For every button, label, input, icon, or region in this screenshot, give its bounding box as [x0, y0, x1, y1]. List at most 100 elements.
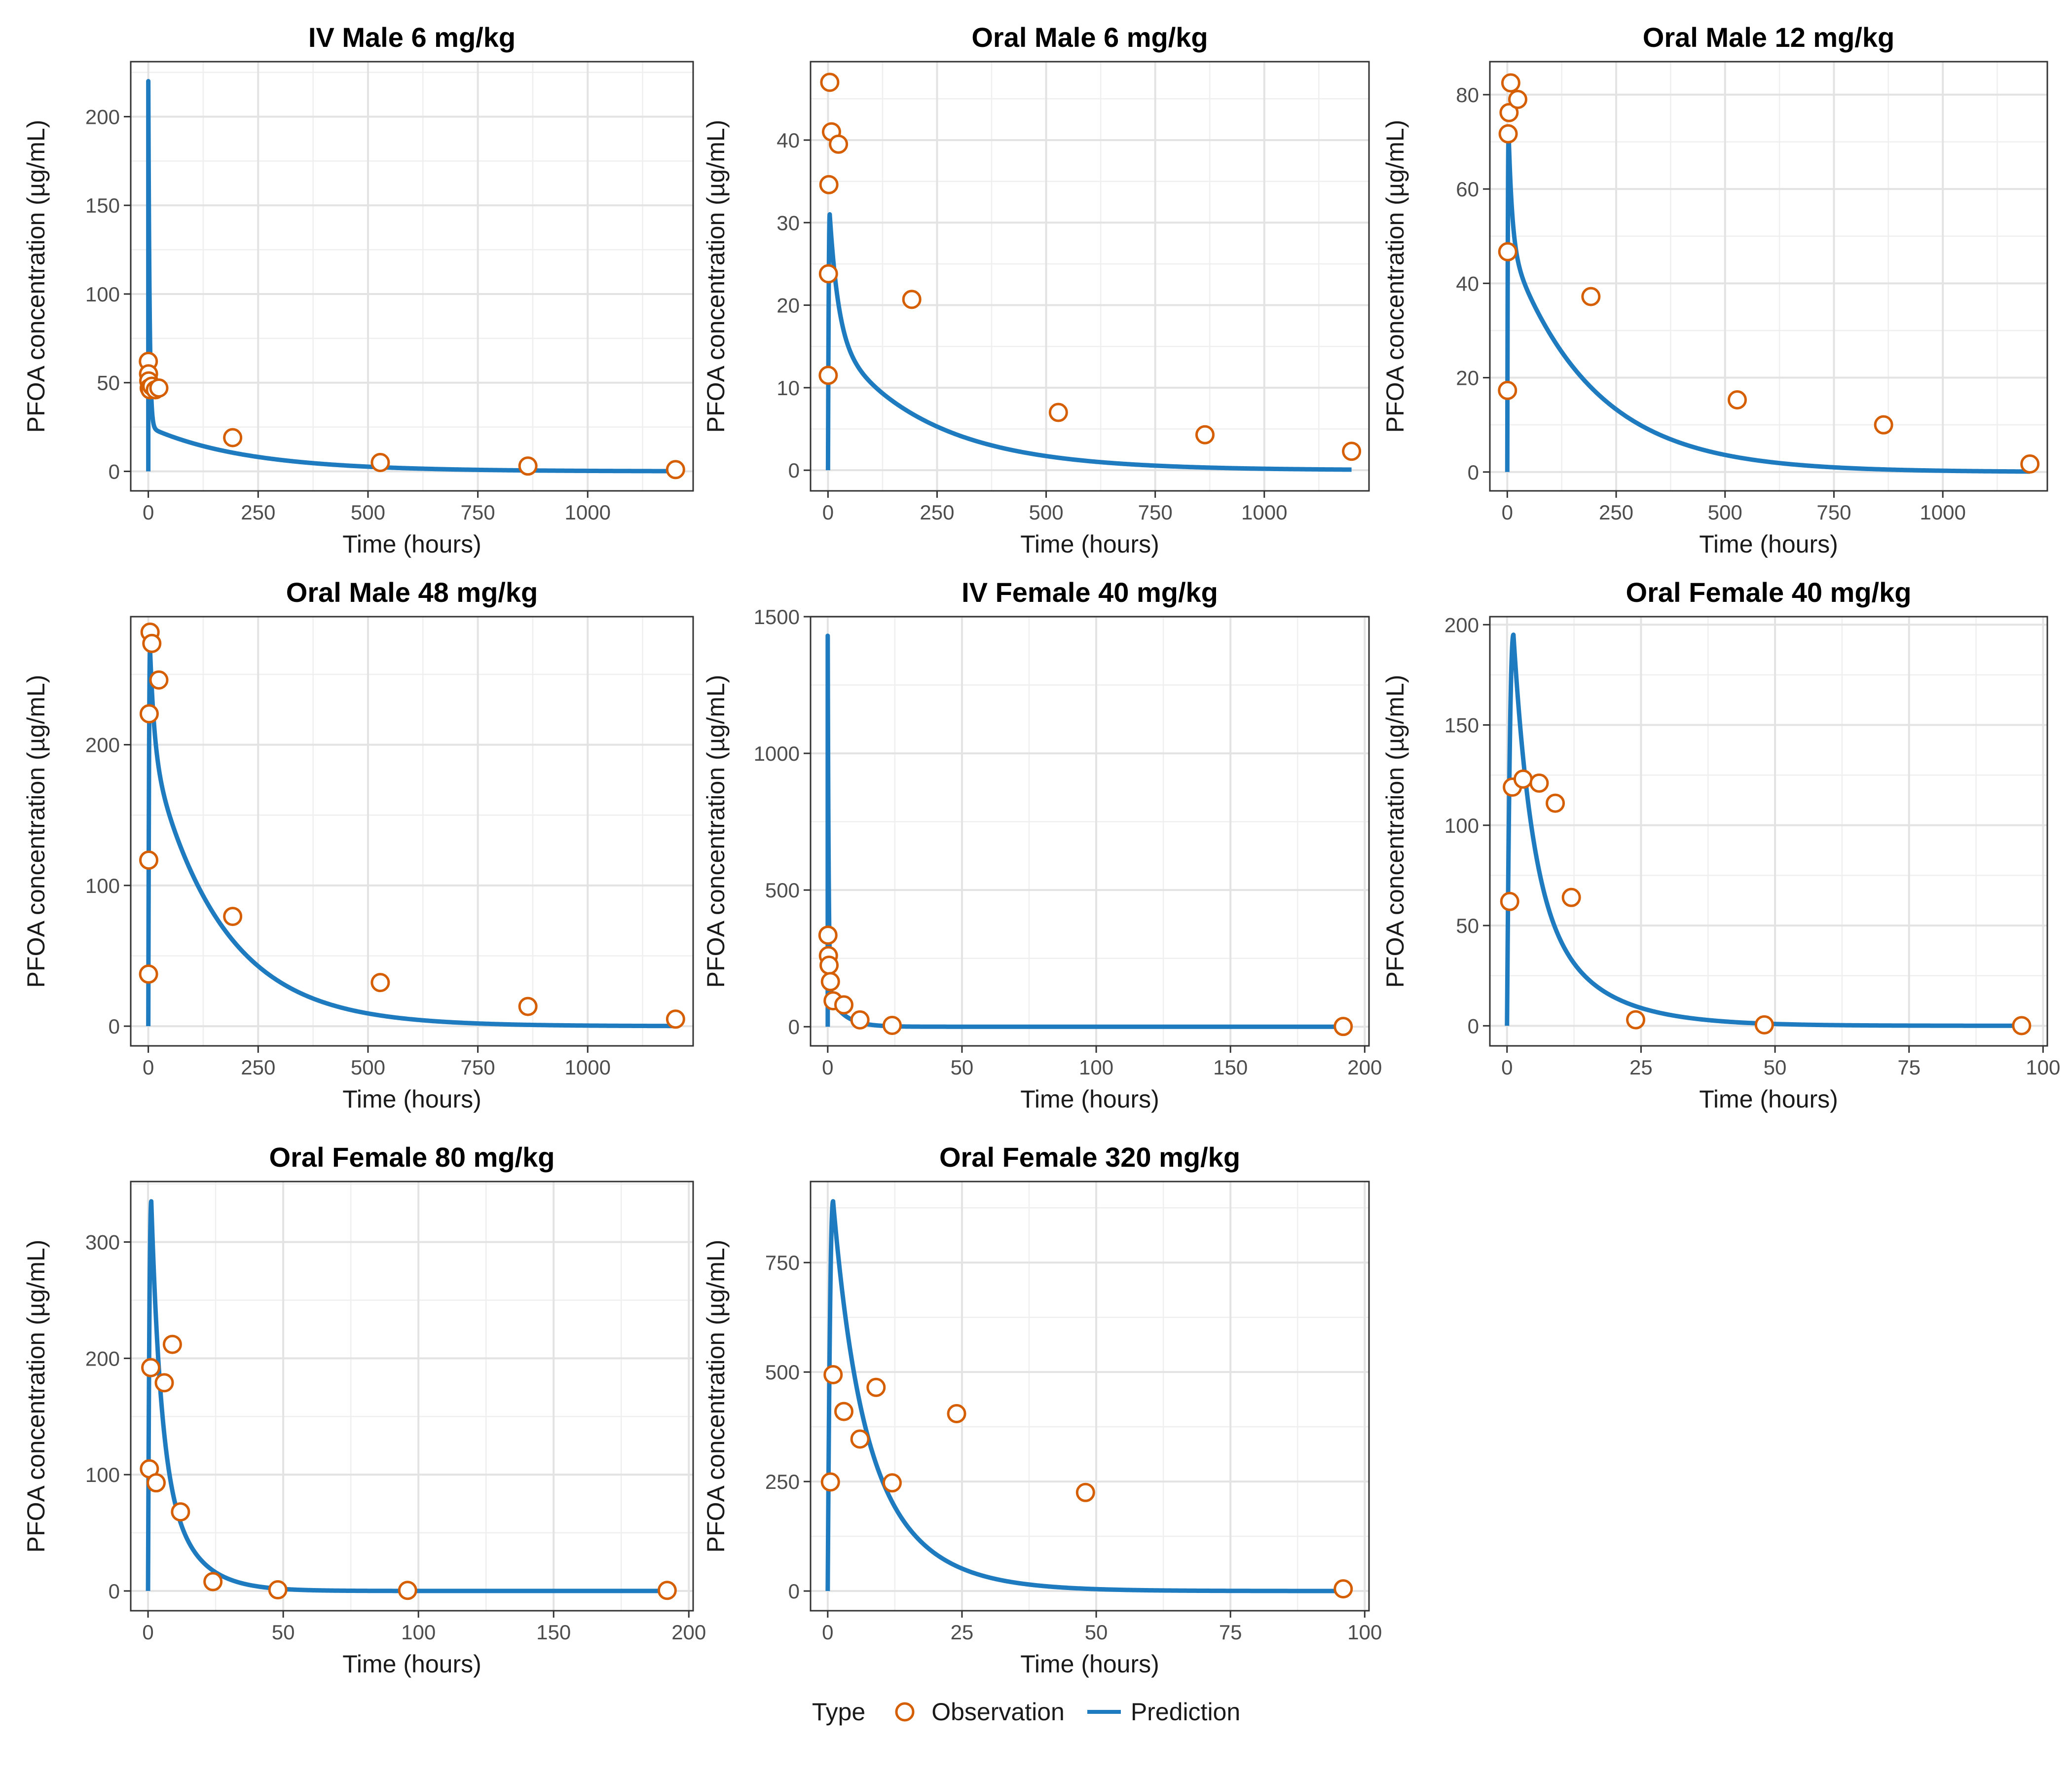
y-tick-label: 150 [85, 194, 120, 217]
observation-point [518, 997, 538, 1016]
chart-panel: 0 250 500 750 1000 0 20 40 60 80 Oral Male 12 mg/k… [1381, 22, 2048, 558]
chart-panel: 0 50 100 150 200 0 100 200 300 Oral Female 80 mg/… [22, 1142, 706, 1678]
observation-point [657, 1581, 677, 1600]
chart-title: IV Female 40 mg/kg [962, 577, 1218, 608]
observation-point [818, 925, 838, 945]
observation-point [518, 456, 538, 476]
x-tick-label: 0 [822, 1056, 833, 1079]
y-tick-label: 0 [788, 1015, 800, 1038]
observation-point [142, 633, 162, 653]
observation-point [882, 1015, 902, 1035]
x-tick-label: 150 [1213, 1056, 1248, 1079]
x-tick-label: 0 [822, 1621, 833, 1644]
observation-point [1508, 89, 1527, 109]
x-tick-label: 0 [142, 1621, 153, 1644]
chart-panel: 0 25 50 75 100 0 50 100 150 200 Oral Female 40 mg/… [1381, 577, 2060, 1113]
y-tick-label: 100 [85, 874, 120, 897]
observation-point [834, 1402, 853, 1421]
panel-border [1489, 61, 2048, 492]
observation-point [820, 73, 840, 92]
chart-panel: 0 250 500 750 1000 0 10 20 30 40 Oral Male 6 mg/kg… [702, 22, 1370, 558]
x-tick-label: 1000 [1920, 501, 1965, 524]
observation-point [1513, 769, 1533, 789]
observation-point [1727, 390, 1747, 409]
x-tick-label: 0 [1501, 1056, 1513, 1079]
chart-title: Oral Male 48 mg/kg [286, 577, 538, 608]
y-tick-label: 300 [85, 1231, 120, 1254]
observation-point [1501, 73, 1520, 93]
y-tick-label: 0 [788, 1580, 800, 1603]
observation-point [882, 1473, 902, 1493]
observation-point [820, 972, 840, 992]
x-tick-label: 100 [1079, 1056, 1113, 1079]
chart-panel: 0 250 500 750 1000 0 100 200 Oral Male 48 mg/kg T… [22, 577, 694, 1113]
y-tick-label: 1500 [754, 605, 800, 629]
observation-point [818, 366, 838, 385]
observation-point [139, 704, 159, 724]
y-tick-label: 20 [777, 294, 800, 317]
x-tick-label: 1000 [565, 1056, 611, 1079]
x-tick-label: 500 [1708, 501, 1742, 524]
x-tick-label: 250 [920, 501, 954, 524]
y-tick-label: 250 [765, 1470, 800, 1493]
observation-point [1342, 442, 1362, 461]
x-tick-label: 750 [461, 501, 495, 524]
prediction-line [146, 1199, 668, 1593]
observation-point [1561, 888, 1581, 907]
x-axis-label: Time (hours) [1699, 530, 1838, 558]
x-tick-label: 200 [1347, 1056, 1382, 1079]
y-tick-label: 1000 [754, 742, 800, 765]
observation-point [1754, 1015, 1774, 1035]
y-tick-label: 150 [1444, 714, 1479, 737]
y-tick-label: 0 [109, 1015, 120, 1038]
panel-border [810, 61, 1370, 492]
y-tick-label: 80 [1456, 83, 1479, 107]
y-tick-label: 10 [777, 376, 800, 400]
observation-point [823, 1365, 843, 1384]
x-tick-label: 0 [143, 1056, 154, 1079]
y-tick-label: 40 [1456, 272, 1479, 295]
x-tick-label: 200 [671, 1621, 706, 1644]
x-tick-label: 750 [1816, 501, 1851, 524]
observation-point [223, 428, 243, 447]
observation-point [1498, 124, 1518, 144]
chart-title: Oral Male 12 mg/kg [1643, 22, 1894, 53]
y-axis-label: PFOA concentration (µg/mL) [22, 1240, 50, 1553]
x-tick-label: 150 [536, 1621, 571, 1644]
observation-point [1498, 242, 1517, 261]
x-tick-label: 50 [951, 1056, 974, 1079]
y-tick-label: 100 [85, 1463, 120, 1486]
x-tick-label: 500 [351, 1056, 385, 1079]
y-tick-label: 500 [765, 1361, 800, 1384]
y-tick-label: 100 [85, 283, 120, 306]
observation-point [1333, 1017, 1353, 1036]
y-tick-label: 0 [1468, 461, 1479, 484]
y-tick-label: 200 [85, 734, 120, 757]
observation-point [1626, 1010, 1646, 1030]
y-axis-label: PFOA concentration (µg/mL) [702, 1240, 730, 1553]
chart-title: Oral Female 40 mg/kg [1626, 577, 1912, 608]
observation-point [1075, 1482, 1095, 1502]
x-axis-label: Time (hours) [342, 530, 481, 558]
x-axis-label: Time (hours) [1020, 530, 1159, 558]
x-tick-label: 1000 [1241, 501, 1287, 524]
chart-panel: 0 25 50 75 100 0 250 500 750 Oral Female 320 mg/k… [702, 1142, 1382, 1678]
observation-point [866, 1377, 886, 1397]
observation-point [1195, 425, 1215, 444]
prediction-line [146, 647, 676, 1029]
x-axis-label: Time (hours) [342, 1085, 481, 1113]
y-axis-label: PFOA concentration (µg/mL) [1381, 120, 1409, 433]
observation-point [1529, 773, 1549, 793]
panel-border [130, 1181, 694, 1612]
legend-label-prediction: Prediction [1130, 1698, 1241, 1726]
x-tick-label: 0 [143, 501, 154, 524]
panel-border [130, 616, 694, 1047]
y-tick-label: 100 [1444, 814, 1479, 837]
x-tick-label: 75 [1219, 1621, 1242, 1644]
y-tick-label: 50 [1456, 914, 1479, 937]
x-tick-label: 0 [1502, 501, 1513, 524]
observation-point [1581, 287, 1601, 306]
x-axis-label: Time (hours) [1699, 1085, 1838, 1113]
prediction-line [1505, 632, 2022, 1028]
